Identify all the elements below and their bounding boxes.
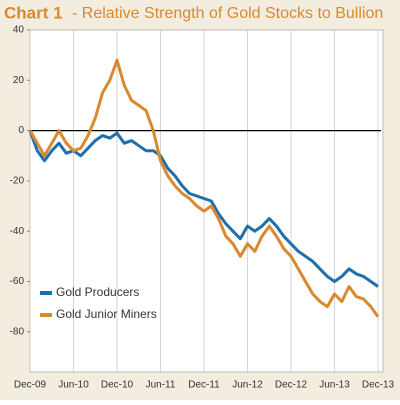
series-line (28, 130, 379, 288)
x-tick-label: Jun-12 (232, 380, 263, 391)
legend-label: Gold Producers (56, 285, 139, 299)
y-tick-label: -80 (10, 326, 25, 337)
y-tick-label: -60 (10, 276, 25, 287)
x-tick-label: Jun-11 (146, 380, 176, 391)
plot-area (29, 29, 384, 373)
x-tick-label: Dec-10 (101, 380, 134, 391)
chart-label: Chart 1 (4, 3, 63, 22)
x-tick-label: Dec-09 (14, 380, 47, 391)
y-tick-label: 40 (13, 25, 25, 36)
x-tick-label: Jun-13 (319, 380, 350, 391)
y-tick-label: -20 (10, 176, 25, 187)
x-tick-label: Dec-11 (188, 380, 220, 391)
y-tick-label: -40 (10, 226, 25, 237)
series-line (28, 58, 380, 318)
x-tick-label: Jun-10 (58, 380, 89, 391)
y-tick-label: 20 (13, 75, 25, 86)
y-tick-label: 0 (18, 125, 24, 136)
x-tick-label: Dec-12 (275, 380, 308, 391)
legend-label: Gold Junior Miners (56, 307, 157, 321)
chart-title: - Relative Strength of Gold Stocks to Bu… (72, 5, 383, 22)
x-tick-label: Dec-13 (362, 380, 395, 391)
